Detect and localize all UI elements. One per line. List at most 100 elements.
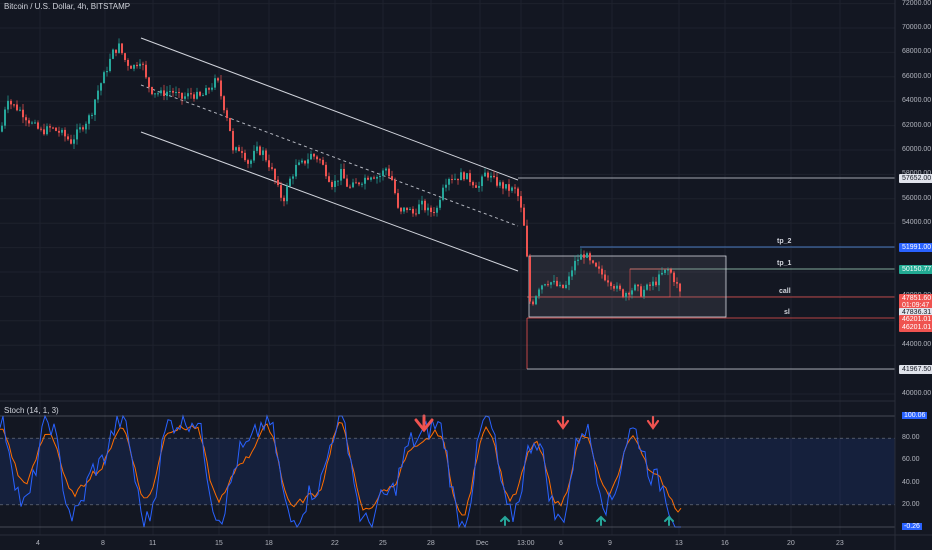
candle-body	[631, 290, 633, 295]
candle-body	[643, 289, 645, 297]
level-label-call[interactable]: call	[779, 288, 791, 295]
candle-body	[235, 147, 237, 151]
time-tick-label: 18	[265, 540, 273, 547]
candle-body	[334, 180, 336, 187]
price-tick-label: 54000.00	[902, 219, 932, 227]
candle-body	[181, 92, 183, 99]
candle-body	[466, 173, 468, 180]
candle-body	[55, 127, 57, 131]
candle-body	[22, 109, 24, 118]
candle-body	[511, 187, 513, 191]
candle-body	[349, 186, 351, 188]
time-tick-label: 11	[149, 540, 157, 547]
candle-body	[640, 286, 642, 297]
candle-body	[322, 159, 324, 165]
candle-body	[223, 96, 225, 111]
price-tick-label: 64000.00	[902, 97, 932, 105]
candle-body	[634, 284, 636, 291]
candle-body	[199, 91, 201, 96]
candle-body	[136, 64, 138, 67]
candle-body	[160, 90, 162, 94]
candle-body	[106, 71, 108, 73]
candle-body	[37, 122, 39, 129]
candle-body	[343, 168, 345, 179]
candle-body	[388, 168, 390, 177]
candle-body	[214, 78, 216, 88]
stoch-title: Stoch (14, 1, 3)	[4, 406, 59, 415]
candle-body	[31, 122, 33, 124]
candle-body	[154, 93, 156, 95]
price-pane[interactable]	[1, 37, 895, 370]
candle-body	[487, 172, 489, 178]
candle-body	[670, 269, 672, 273]
candle-body	[379, 175, 381, 177]
candle-body	[409, 208, 411, 211]
range-rectangle	[528, 255, 727, 318]
candle-body	[163, 90, 165, 97]
horizontal-levels[interactable]	[518, 177, 895, 370]
candle-body	[271, 167, 273, 169]
candle-body	[376, 176, 378, 179]
candle-body	[82, 127, 84, 130]
candle-body	[652, 281, 654, 286]
candle-body	[655, 281, 657, 286]
candle-body	[601, 268, 603, 275]
level-label-sl[interactable]: sl	[784, 309, 790, 316]
candle-body	[64, 129, 66, 137]
candle-body	[295, 164, 297, 177]
candle-body	[571, 270, 573, 277]
grid	[0, 0, 895, 535]
candle-body	[394, 180, 396, 194]
candle-body	[262, 150, 264, 155]
price-tag-sl-1: 46201.01	[899, 315, 932, 324]
candle-body	[100, 83, 102, 91]
level-label-tp1[interactable]: tp_1	[777, 260, 792, 267]
candle-body	[16, 104, 18, 111]
candle-body	[415, 213, 417, 215]
price-tag-countdown: 01:09:47	[899, 301, 932, 310]
candle-body	[628, 293, 630, 295]
candle-body	[331, 181, 333, 187]
buy-arrow-icon	[500, 515, 510, 526]
candle-body	[103, 72, 105, 84]
candle-body	[553, 280, 555, 283]
candle-body	[373, 177, 375, 179]
candle-body	[463, 172, 465, 180]
candle-body	[478, 186, 480, 188]
candle-body	[58, 130, 60, 133]
candle-body	[418, 204, 420, 214]
candle-body	[133, 64, 135, 69]
candle-body	[7, 100, 9, 110]
candle-body	[550, 282, 552, 285]
candle-body	[451, 178, 453, 180]
descending-channel[interactable]	[140, 37, 519, 272]
candle-body	[127, 59, 129, 66]
stochastic-pane[interactable]	[0, 414, 895, 529]
candle-body	[454, 178, 456, 180]
candle-body	[448, 178, 450, 185]
candle-body	[361, 183, 363, 185]
candle-body	[337, 180, 339, 182]
price-tick-label: 56000.00	[902, 194, 932, 202]
level-label-tp2[interactable]: tp_2	[777, 238, 792, 245]
candle-body	[535, 296, 537, 305]
stoch-d-line	[0, 421, 682, 516]
candle-body	[604, 274, 606, 281]
candle-body	[544, 284, 546, 286]
candle-body	[406, 207, 408, 211]
candle-body	[502, 182, 504, 189]
consolidation-box[interactable]	[528, 255, 727, 318]
candle-body	[346, 178, 348, 187]
candle-body	[610, 282, 612, 287]
candle-body	[622, 289, 624, 298]
time-tick-label: 22	[331, 540, 339, 547]
price-tick-label: 58000.00	[902, 170, 931, 177]
candle-body	[40, 128, 42, 130]
candle-body	[646, 284, 648, 290]
candle-body	[316, 156, 318, 160]
candle-body	[625, 293, 627, 298]
candle-body	[43, 129, 45, 135]
candle-body	[217, 78, 219, 81]
price-tag-last: 47851.60	[899, 294, 932, 303]
